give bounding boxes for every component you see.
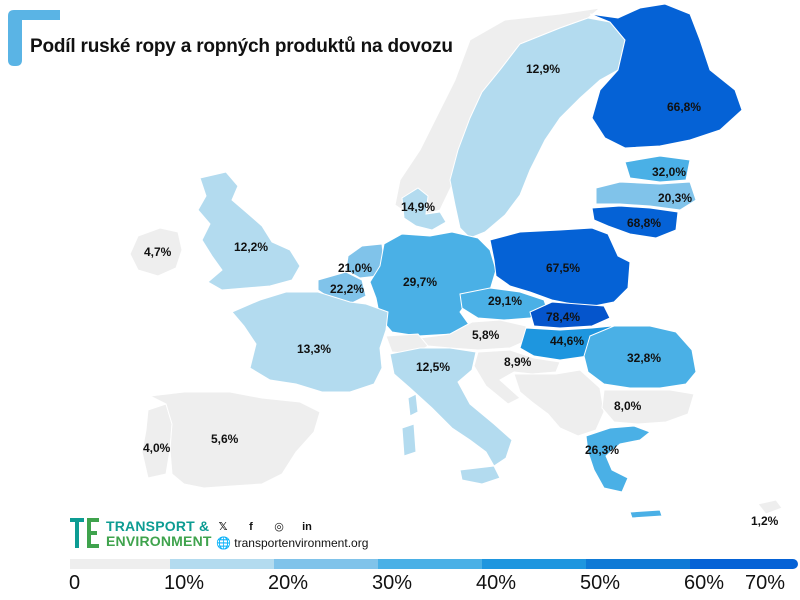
legend-tick-60: 60% <box>684 572 725 594</box>
te-logo-icon <box>70 518 99 548</box>
label-italy: 12,5% <box>416 360 450 374</box>
legend-band-0 <box>70 559 170 569</box>
label-estonia: 32,0% <box>652 165 686 179</box>
label-poland: 67,5% <box>546 261 580 275</box>
legend-tick-70: 70% <box>745 572 786 594</box>
label-croatia: 8,9% <box>504 355 532 369</box>
country-croatia <box>473 349 561 405</box>
label-lithuania: 68,8% <box>627 216 661 230</box>
label-latvia: 20,3% <box>658 191 692 205</box>
label-romania: 32,8% <box>627 351 661 365</box>
country-uk <box>197 171 301 291</box>
label-sweden: 12,9% <box>526 62 560 76</box>
country-latvia <box>595 181 697 211</box>
title-corner-bracket <box>8 10 60 66</box>
website-text: transportenvironment.org <box>234 536 369 550</box>
country-finland <box>589 3 743 149</box>
greece-crete <box>629 509 663 519</box>
france-corsica <box>407 393 419 417</box>
label-finland: 66,8% <box>667 100 701 114</box>
brand-name-line1: TRANSPORT & <box>106 518 210 534</box>
legend-tick-0: 0 <box>69 572 81 594</box>
label-ireland: 4,7% <box>144 245 172 259</box>
country-spain <box>148 391 321 489</box>
label-czechia: 29,1% <box>488 294 522 308</box>
label-greece: 26,3% <box>585 443 619 457</box>
social-links: 𝕏 f ◎ in <box>216 520 314 534</box>
legend-tick-10: 10% <box>164 572 205 594</box>
brand-name: TRANSPORT & ENVIRONMENT <box>106 519 212 549</box>
country-denmark <box>401 187 447 231</box>
country-romania <box>583 325 697 389</box>
country-lithuania <box>591 205 679 239</box>
globe-icon: 🌐 <box>216 536 231 550</box>
country-italy <box>389 347 513 467</box>
country-poland <box>489 227 631 307</box>
legend-band-50 <box>586 559 690 569</box>
twitter-icon[interactable]: 𝕏 <box>218 521 228 533</box>
label-germany: 29,7% <box>403 275 437 289</box>
legend-color-scale <box>70 559 798 569</box>
label-bulgaria: 8,0% <box>614 399 642 413</box>
instagram-icon[interactable]: ◎ <box>274 521 284 533</box>
title-block: Podíl ruské ropy a ropných produktů na d… <box>8 10 568 66</box>
label-hungary: 44,6% <box>550 334 584 348</box>
country-cyprus <box>757 499 783 515</box>
brand-block: TRANSPORT & ENVIRONMENT 𝕏 f ◎ in 🌐 trans… <box>70 518 390 552</box>
page-title: Podíl ruské ropy a ropných produktů na d… <box>30 36 453 57</box>
legend-band-10 <box>170 559 274 569</box>
legend-band-60 <box>690 559 798 569</box>
country-estonia <box>624 155 691 183</box>
italy-sardinia <box>401 423 417 457</box>
label-netherlands: 21,0% <box>338 261 372 275</box>
country-greece <box>585 425 651 493</box>
country-bulgaria <box>601 389 695 425</box>
legend-tick-40: 40% <box>476 572 517 594</box>
region-western-balkans <box>513 369 605 437</box>
legend-tick-50: 50% <box>580 572 621 594</box>
brand-name-line2: ENVIRONMENT <box>106 533 212 549</box>
label-portugal: 4,0% <box>143 441 171 455</box>
legend-band-40 <box>482 559 586 569</box>
legend-tick-20: 20% <box>268 572 309 594</box>
label-france: 13,3% <box>297 342 331 356</box>
website-link[interactable]: 🌐 transportenvironment.org <box>216 536 368 550</box>
legend-band-20 <box>274 559 378 569</box>
italy-sicily <box>459 465 501 485</box>
linkedin-icon[interactable]: in <box>302 521 312 533</box>
label-cyprus: 1,2% <box>751 514 779 528</box>
label-uk: 12,2% <box>234 240 268 254</box>
label-denmark: 14,9% <box>401 200 435 214</box>
country-ireland <box>129 227 183 277</box>
country-germany <box>369 231 497 337</box>
country-slovakia <box>529 301 611 329</box>
legend-band-30 <box>378 559 482 569</box>
label-belgium: 22,2% <box>330 282 364 296</box>
label-austria: 5,8% <box>472 328 500 342</box>
facebook-icon[interactable]: f <box>249 521 253 533</box>
country-france <box>231 291 389 393</box>
legend-tick-30: 30% <box>372 572 413 594</box>
label-spain: 5,6% <box>211 432 239 446</box>
label-slovakia: 78,4% <box>546 310 580 324</box>
